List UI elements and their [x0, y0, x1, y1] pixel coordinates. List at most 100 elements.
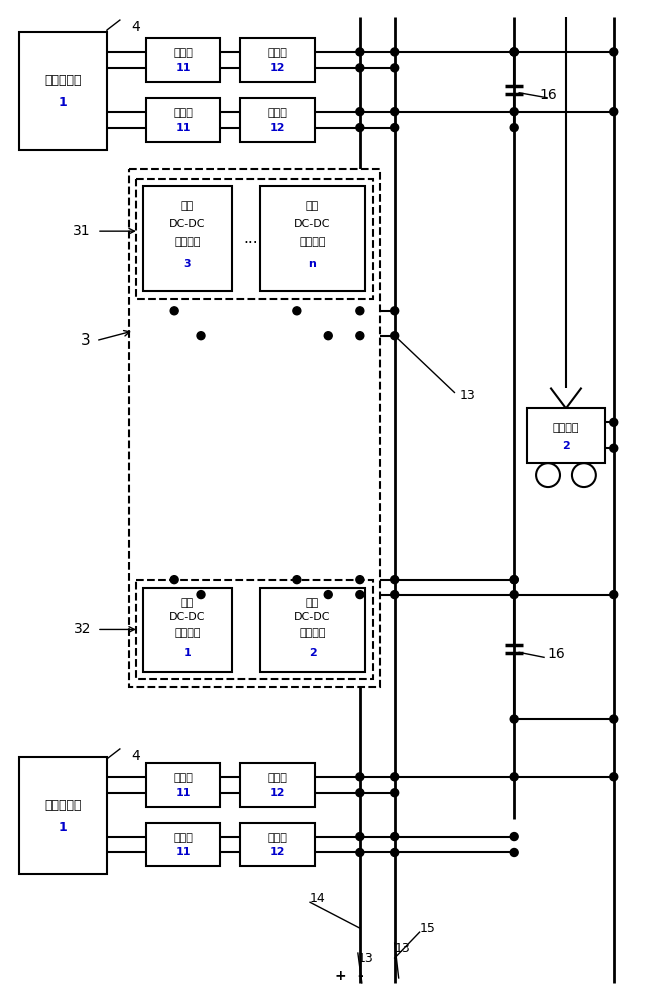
Bar — [146, 38, 221, 82]
Circle shape — [391, 108, 398, 116]
Text: 充放电机: 充放电机 — [299, 237, 326, 247]
Text: -: - — [357, 969, 363, 983]
Circle shape — [324, 332, 332, 340]
Text: ...: ... — [243, 231, 258, 246]
Circle shape — [391, 124, 398, 132]
Circle shape — [356, 576, 364, 584]
Text: 整流器: 整流器 — [268, 48, 288, 58]
Circle shape — [510, 48, 518, 56]
Circle shape — [610, 591, 618, 599]
Bar — [146, 823, 221, 866]
Text: 1: 1 — [59, 821, 67, 834]
Circle shape — [356, 789, 364, 797]
Circle shape — [391, 789, 398, 797]
Text: 双向: 双向 — [181, 598, 194, 608]
Bar — [136, 580, 373, 679]
Circle shape — [391, 48, 398, 56]
Circle shape — [610, 108, 618, 116]
Bar — [260, 186, 365, 291]
Text: 双向: 双向 — [181, 201, 194, 211]
Text: 2: 2 — [562, 441, 570, 451]
Text: 12: 12 — [270, 123, 286, 133]
Text: n: n — [309, 259, 317, 269]
Text: 12: 12 — [270, 788, 286, 798]
Circle shape — [510, 48, 518, 56]
Bar — [260, 588, 365, 672]
Circle shape — [356, 64, 364, 72]
Text: 3: 3 — [184, 259, 191, 269]
Circle shape — [610, 773, 618, 781]
Circle shape — [293, 307, 301, 315]
Text: 12: 12 — [270, 63, 286, 73]
Circle shape — [197, 591, 205, 599]
Circle shape — [510, 849, 518, 856]
Circle shape — [391, 576, 398, 584]
Circle shape — [510, 108, 518, 116]
Text: 31: 31 — [73, 224, 91, 238]
Text: 牵引变电站: 牵引变电站 — [44, 74, 82, 87]
Text: 15: 15 — [420, 922, 435, 935]
Circle shape — [391, 591, 398, 599]
Bar — [240, 763, 315, 807]
Circle shape — [391, 773, 398, 781]
Bar — [240, 38, 315, 82]
Text: 充放电机: 充放电机 — [175, 237, 201, 247]
Text: 双向: 双向 — [306, 201, 319, 211]
Circle shape — [356, 307, 364, 315]
Circle shape — [356, 773, 364, 781]
Text: 充放电机: 充放电机 — [299, 628, 326, 638]
Circle shape — [510, 124, 518, 132]
Text: 1: 1 — [59, 96, 67, 109]
Circle shape — [391, 332, 398, 340]
Text: DC-DC: DC-DC — [294, 219, 331, 229]
Circle shape — [356, 591, 364, 599]
Text: 整流器: 整流器 — [268, 833, 288, 843]
Bar — [19, 32, 107, 150]
Text: 变压器: 变压器 — [173, 48, 193, 58]
Text: +: + — [334, 969, 346, 983]
Text: 整流器: 整流器 — [268, 773, 288, 783]
Circle shape — [391, 833, 398, 841]
Text: 充放电机: 充放电机 — [175, 628, 201, 638]
Text: 双向: 双向 — [306, 598, 319, 608]
Text: 4: 4 — [131, 20, 140, 34]
Text: 3: 3 — [81, 333, 91, 348]
Circle shape — [356, 833, 364, 841]
Bar — [146, 763, 221, 807]
Text: 2: 2 — [309, 648, 317, 658]
Text: 11: 11 — [175, 788, 191, 798]
Circle shape — [510, 833, 518, 841]
Circle shape — [391, 307, 398, 315]
Text: 13: 13 — [358, 952, 374, 965]
Bar — [136, 179, 373, 299]
Text: 13: 13 — [395, 942, 410, 955]
Circle shape — [510, 591, 518, 599]
Circle shape — [610, 444, 618, 452]
Circle shape — [356, 48, 364, 56]
Circle shape — [510, 715, 518, 723]
Circle shape — [610, 418, 618, 426]
Text: 变压器: 变压器 — [173, 773, 193, 783]
Circle shape — [510, 48, 518, 56]
Text: 整流器: 整流器 — [268, 108, 288, 118]
Circle shape — [391, 64, 398, 72]
Text: 13: 13 — [459, 389, 475, 402]
Text: 11: 11 — [175, 123, 191, 133]
Circle shape — [510, 773, 518, 781]
Bar — [143, 186, 232, 291]
Text: 4: 4 — [131, 749, 140, 763]
Circle shape — [356, 332, 364, 340]
Text: 32: 32 — [73, 622, 91, 636]
Circle shape — [510, 576, 518, 584]
Text: 电力机车: 电力机车 — [553, 423, 579, 433]
Circle shape — [324, 591, 332, 599]
Bar — [129, 169, 380, 687]
Bar — [527, 408, 605, 463]
Text: 12: 12 — [270, 847, 286, 857]
Text: 11: 11 — [175, 847, 191, 857]
Circle shape — [293, 576, 301, 584]
Circle shape — [510, 576, 518, 584]
Bar — [240, 823, 315, 866]
Text: 1: 1 — [184, 648, 191, 658]
Text: 11: 11 — [175, 63, 191, 73]
